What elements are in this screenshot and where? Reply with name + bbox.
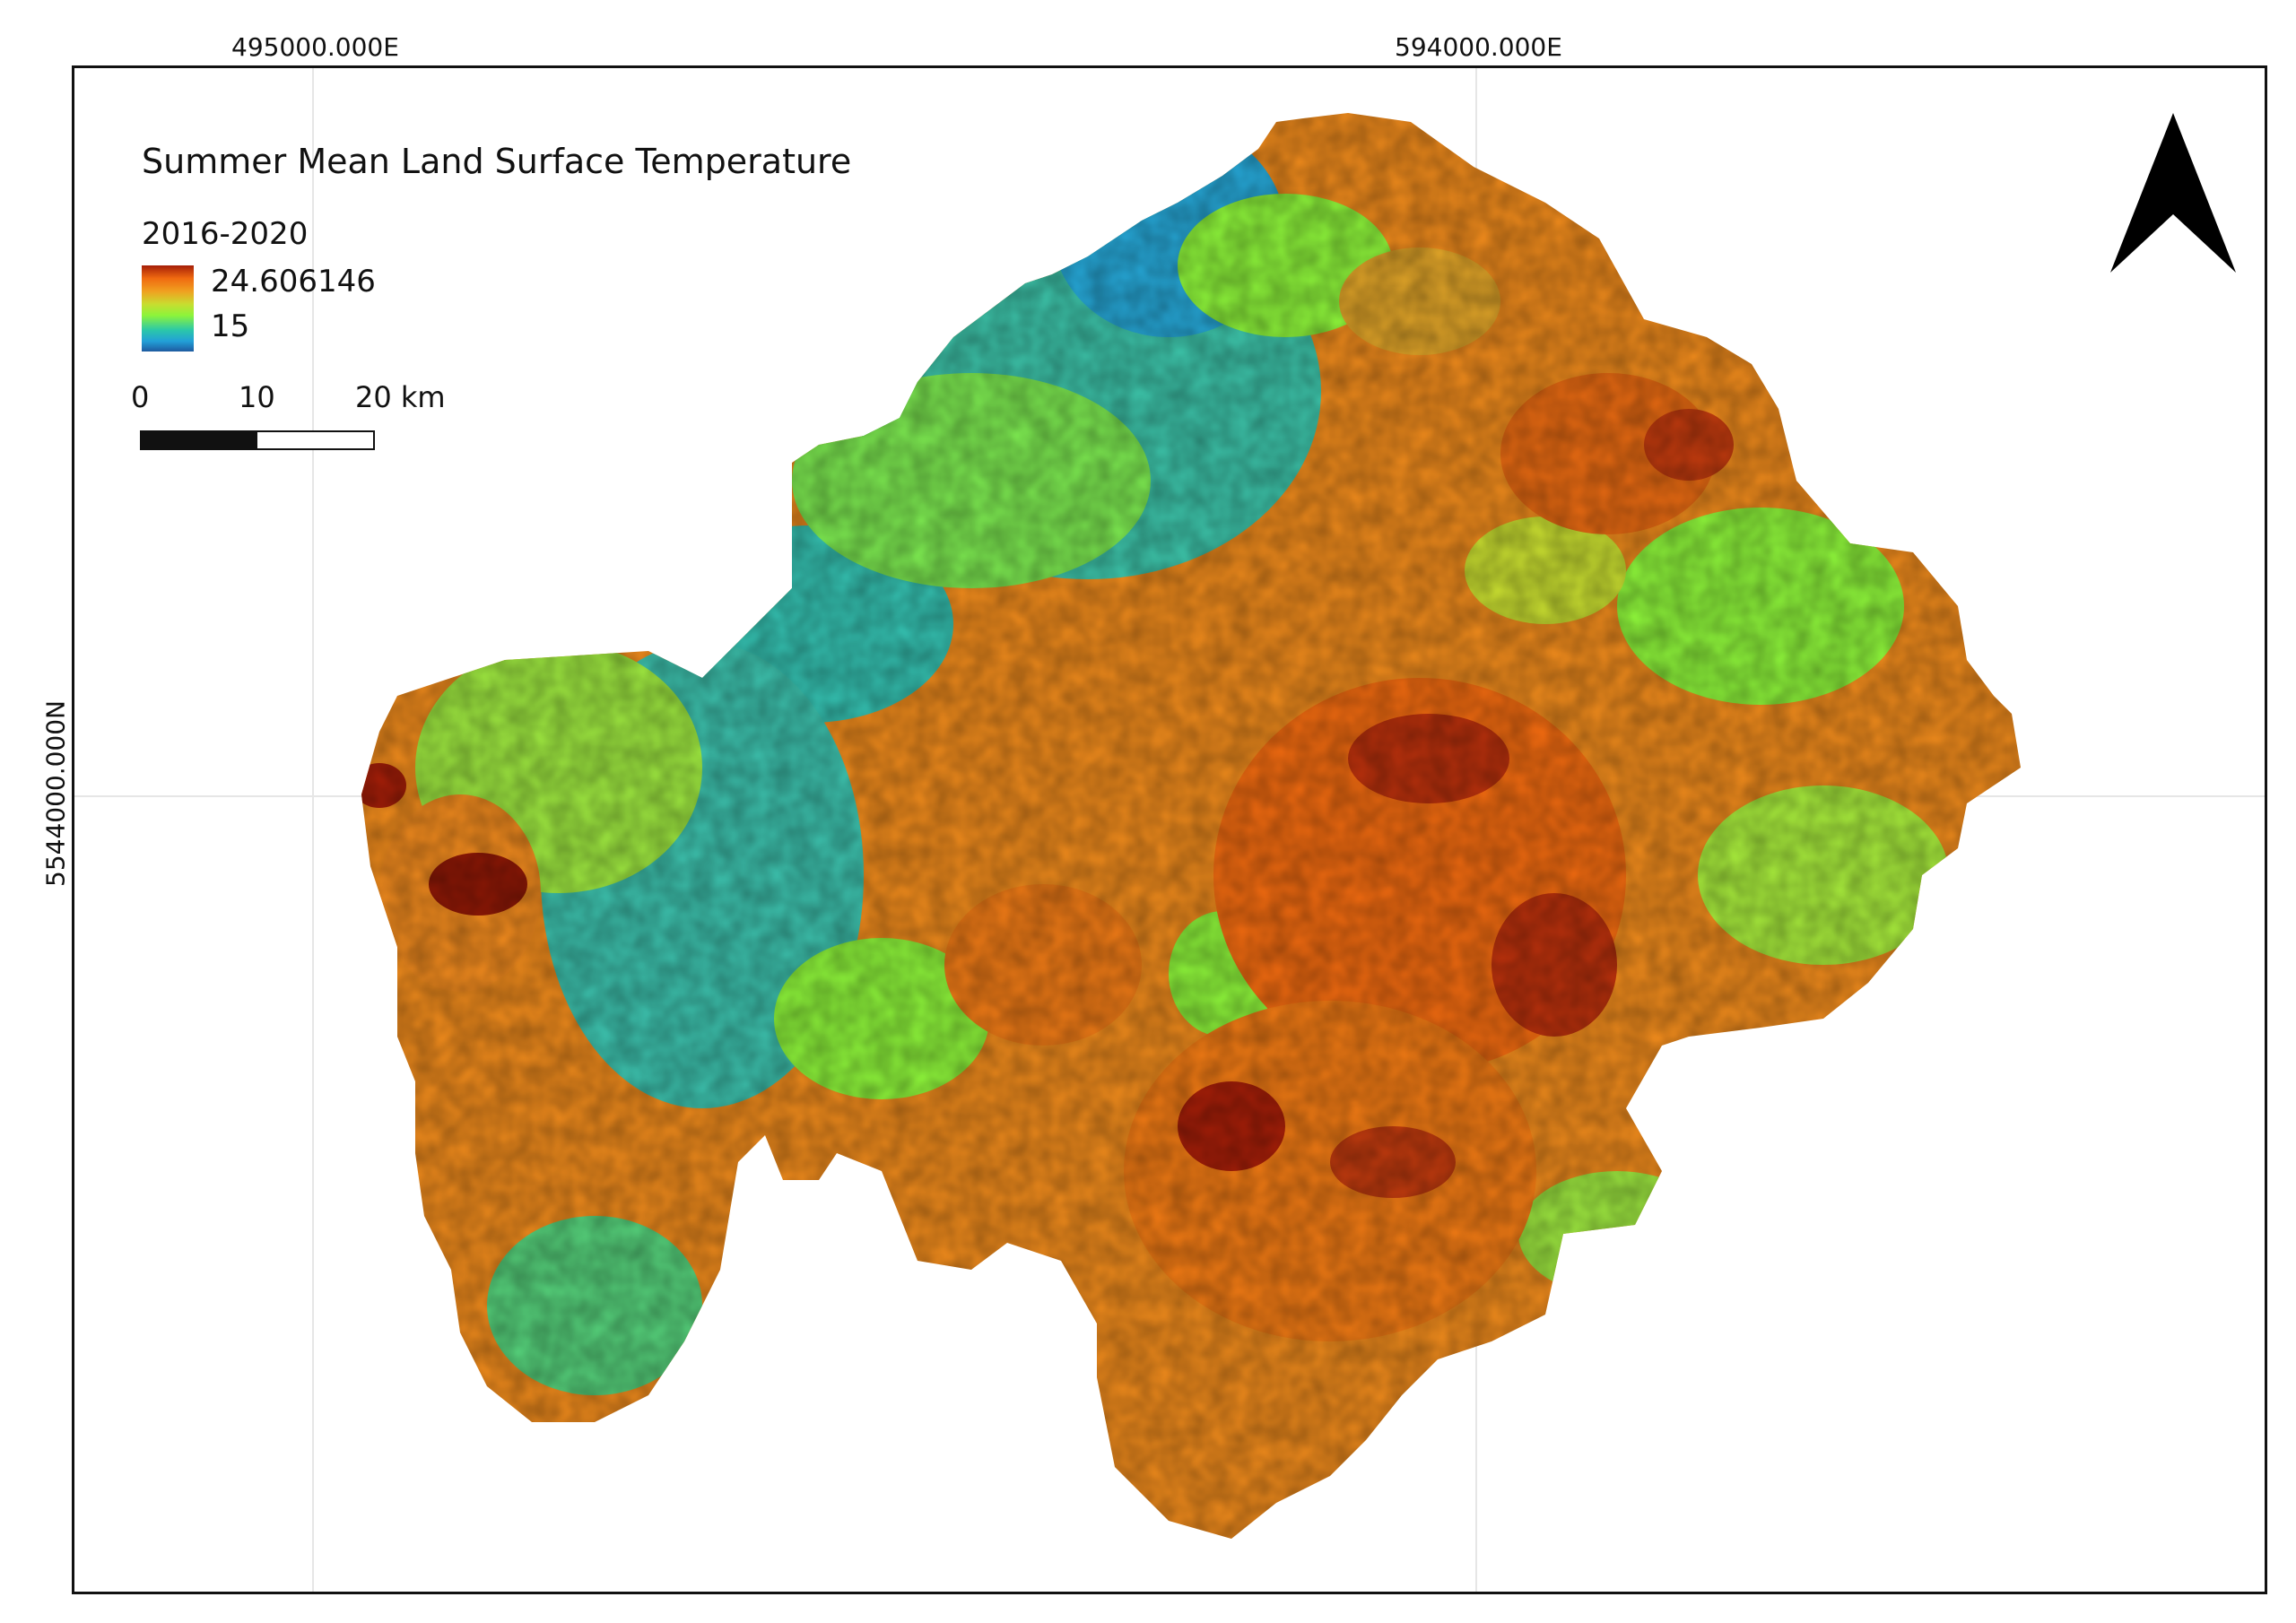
map-canvas[interactable]	[74, 68, 2267, 1594]
map-frame: Summer Mean Land Surface Temperature 201…	[72, 65, 2267, 1594]
legend-min-value: 15	[211, 308, 250, 344]
scale-bar	[140, 430, 375, 450]
scale-bar-label-20: 20 km	[355, 380, 446, 414]
legend-period: 2016-2020	[142, 216, 309, 252]
easting-label-495000: 495000.000E	[231, 32, 399, 62]
scale-bar-segment-white	[257, 432, 373, 448]
north-arrow-icon	[2110, 113, 2236, 273]
scale-bar-segment-black	[142, 432, 257, 448]
map-title: Summer Mean Land Surface Temperature	[142, 142, 852, 181]
temperature-raster	[361, 113, 2021, 1539]
northing-label-5544000: 5544000.000N	[40, 700, 71, 887]
scale-bar-label-10: 10	[239, 380, 275, 414]
legend-color-ramp	[142, 265, 194, 352]
scale-bar-label-0: 0	[131, 380, 150, 414]
legend-max-value: 24.606146	[211, 264, 376, 299]
easting-label-594000: 594000.000E	[1395, 32, 1562, 62]
